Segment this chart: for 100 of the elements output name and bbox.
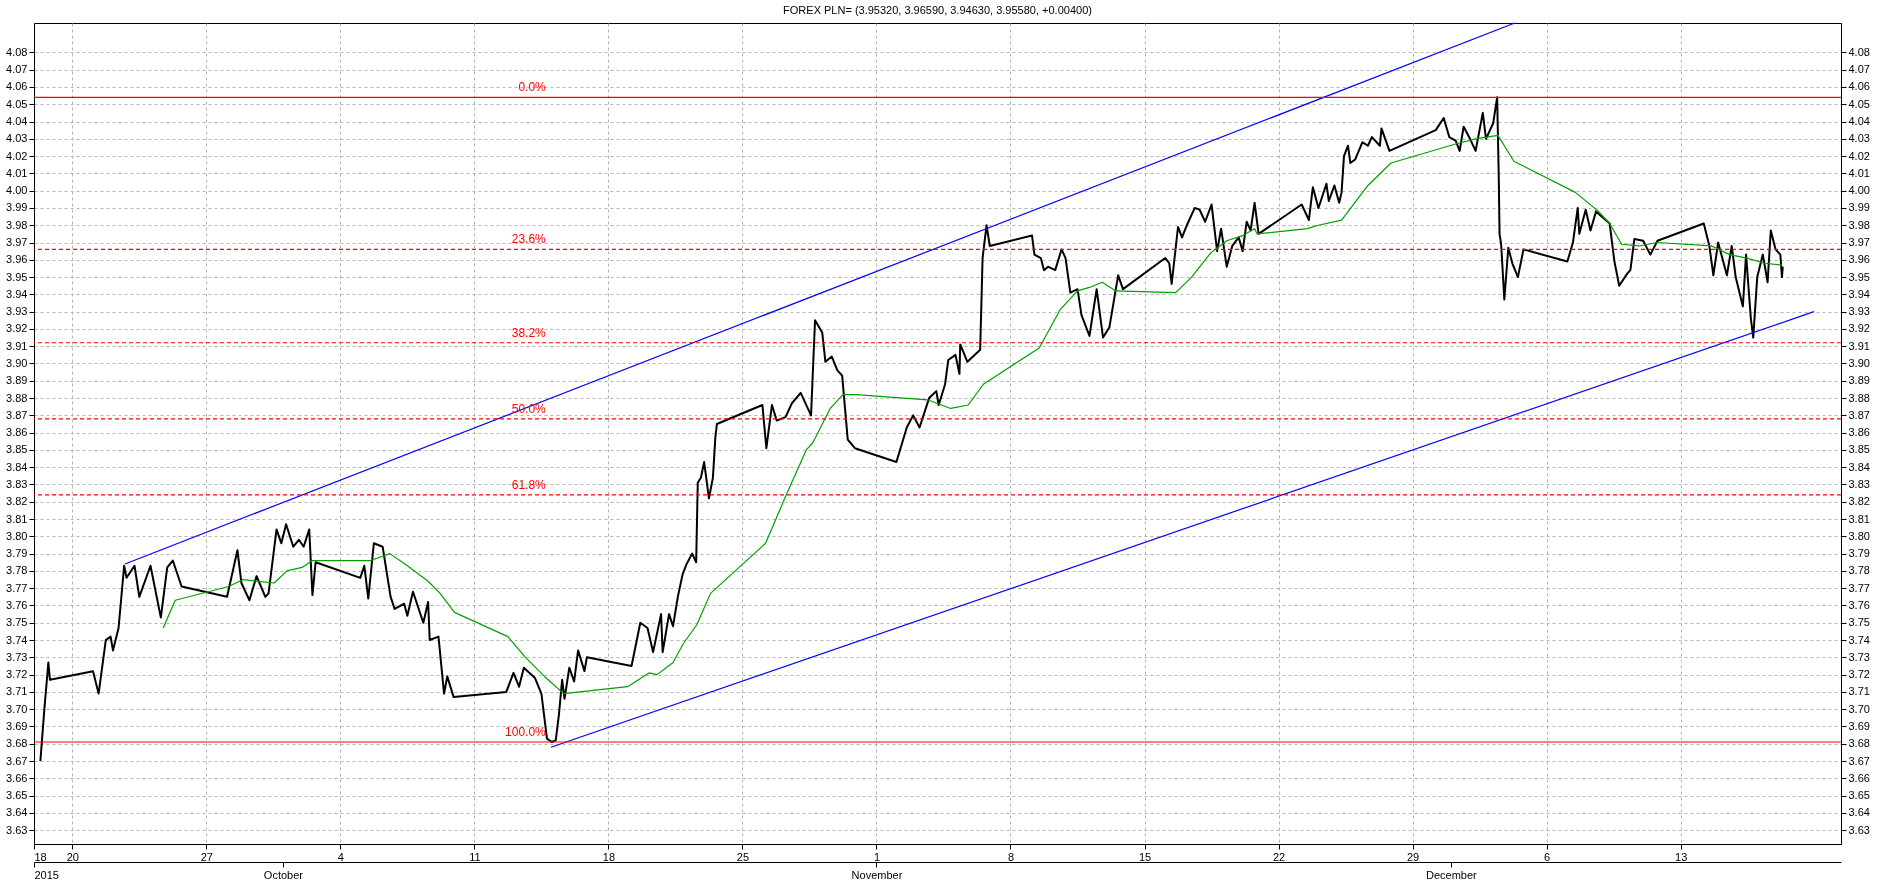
y2-tick-label: 3.90 [1848, 357, 1870, 369]
y2-tick-label: 3.71 [1848, 685, 1870, 698]
y2-tick-label: 3.94 [1848, 287, 1870, 300]
y-tick-label: 3.74 [6, 633, 28, 646]
y-tick-label: 3.96 [6, 253, 28, 266]
x2-tick-label: December [1426, 868, 1478, 881]
y-tick-label: 3.85 [6, 443, 28, 456]
y2-tick-label: 3.85 [1848, 443, 1870, 456]
y2-tick-label: 3.79 [1848, 547, 1870, 560]
line-series [162, 134, 1783, 695]
y-tick-label: 4.04 [6, 115, 28, 128]
y-tick-label: 3.72 [6, 668, 28, 681]
y-tick-label: 3.99 [6, 201, 28, 214]
x-tick-label: 8 [1007, 850, 1015, 863]
y2-tick-label: 3.84 [1848, 460, 1870, 473]
y2-tick-label: 3.80 [1848, 529, 1870, 542]
y2-tick-label: 3.83 [1848, 477, 1870, 490]
y2-tick-label: 3.78 [1848, 564, 1870, 577]
y-tick-label: 3.91 [6, 339, 28, 352]
y-tick-label: 3.65 [6, 789, 28, 802]
y-tick-label: 3.89 [6, 374, 28, 387]
y-tick-label: 3.78 [6, 564, 28, 577]
y2-tick-label: 3.77 [1848, 581, 1870, 594]
y2-tick-label: 3.88 [1848, 391, 1870, 404]
y-tick-label: 4.06 [6, 80, 28, 93]
y2-tick-label: 4.00 [1848, 184, 1870, 197]
x-tick-label: 20 [66, 850, 79, 863]
y2-tick-label: 4.02 [1848, 149, 1870, 162]
x-tick-label: 6 [1544, 850, 1551, 863]
y2-tick-label: 3.92 [1848, 322, 1870, 335]
y2-tick-label: 3.87 [1848, 408, 1870, 421]
x-tick-label: 4 [337, 850, 344, 863]
y2-tick-label: 4.07 [1848, 63, 1870, 76]
y-tick-label: 3.63 [6, 823, 28, 836]
x-tick-label: 13 [1675, 850, 1688, 863]
y-tick-label: 3.98 [6, 218, 28, 231]
y2-tick-label: 3.89 [1848, 374, 1870, 387]
y-tick-label: 4.00 [6, 184, 28, 197]
y-tick-label: 4.07 [6, 63, 28, 76]
y-tick-label: 3.70 [6, 702, 28, 715]
x-tick-label: 22 [1272, 850, 1286, 863]
y-tick-label: 4.02 [6, 149, 28, 162]
y2-tick-label: 4.01 [1848, 166, 1870, 179]
y2-tick-label: 3.75 [1848, 616, 1870, 629]
y-tick-label: 3.83 [6, 477, 28, 490]
annotation: 61.8% [511, 477, 547, 492]
y2-tick-label: 3.96 [1848, 253, 1870, 266]
annotation: 38.2% [511, 325, 547, 340]
x-tick-label: 11 [469, 850, 481, 863]
y-tick-label: 3.93 [6, 305, 28, 318]
y-tick-label: 3.84 [6, 460, 28, 473]
y-tick-label: 3.90 [6, 357, 28, 369]
y2-tick-label: 4.08 [1848, 45, 1870, 58]
x2-tick-label: 2015 [34, 868, 59, 881]
y2-tick-label: 3.99 [1848, 201, 1870, 214]
y2-tick-label: 3.93 [1848, 305, 1870, 318]
line-series [39, 96, 1784, 763]
y2-tick-label: 3.70 [1848, 702, 1870, 715]
y2-tick-label: 3.73 [1848, 650, 1870, 663]
y-tick-label: 4.05 [6, 97, 28, 110]
annotation: 100.0% [505, 725, 547, 740]
x-tick-label: 25 [736, 850, 750, 863]
y-tick-label: 3.88 [6, 391, 28, 404]
y2-tick-label: 3.63 [1848, 823, 1870, 836]
y2-tick-label: 3.95 [1848, 270, 1870, 283]
y2-tick-label: 3.76 [1848, 598, 1870, 611]
y-tick-label: 3.73 [6, 650, 28, 663]
y2-tick-label: 3.81 [1848, 512, 1870, 525]
y2-tick-label: 4.04 [1848, 115, 1870, 128]
x-tick-label: 29 [1406, 850, 1420, 863]
x-tick-label: 18 [602, 850, 616, 863]
y-tick-label: 3.97 [6, 236, 28, 249]
annotation: 23.6% [511, 232, 547, 247]
y2-tick-label: 3.97 [1848, 236, 1870, 249]
y2-tick-label: 3.65 [1848, 789, 1870, 802]
y-tick-label: 3.79 [6, 547, 28, 560]
y2-tick-label: 3.86 [1848, 426, 1870, 439]
y-tick-label: 3.81 [6, 512, 28, 525]
y2-tick-label: 3.67 [1848, 754, 1870, 767]
chart-title: FOREX PLN= (3.95320, 3.96590, 3.94630, 3.95580, +0.00400) [783, 4, 1092, 17]
y-tick-label: 4.01 [6, 166, 28, 179]
y-tick-label: 3.95 [6, 270, 28, 283]
y2-tick-label: 3.72 [1848, 668, 1870, 681]
y-tick-label: 3.77 [6, 581, 28, 594]
y2-tick-label: 3.98 [1848, 218, 1870, 231]
y2-tick-label: 3.74 [1848, 633, 1870, 646]
y-tick-label: 3.64 [6, 806, 28, 819]
y-tick-label: 3.67 [6, 754, 28, 767]
y2-tick-label: 3.82 [1848, 495, 1870, 508]
y-tick-label: 3.69 [6, 719, 28, 732]
y2-tick-label: 4.03 [1848, 132, 1870, 145]
y-tick-label: 3.71 [6, 685, 28, 698]
y2-tick-label: 4.06 [1848, 80, 1870, 93]
y2-tick-label: 4.05 [1848, 97, 1870, 110]
y2-tick-label: 3.66 [1848, 771, 1870, 784]
x-tick-label: 18 [34, 850, 47, 863]
y2-tick-label: 3.91 [1848, 339, 1870, 352]
y-tick-label: 3.92 [6, 322, 28, 335]
x-tick-label: 15 [1138, 850, 1152, 863]
y-tick-label: 3.94 [6, 287, 28, 300]
